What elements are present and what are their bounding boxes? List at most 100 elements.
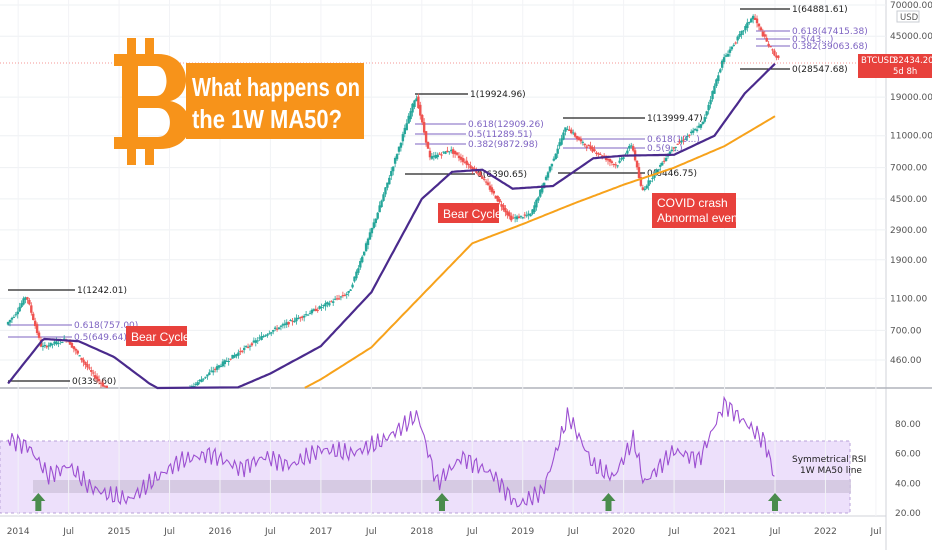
candle-body[interactable] (366, 238, 370, 245)
candle-body[interactable] (488, 185, 492, 190)
candle-body[interactable] (585, 146, 588, 148)
candle-body[interactable] (496, 195, 499, 202)
candle-body[interactable] (682, 139, 685, 141)
candle-body[interactable] (649, 180, 652, 182)
candle-body[interactable] (556, 148, 559, 154)
candle-body[interactable] (676, 143, 679, 145)
candle-body[interactable] (767, 43, 770, 47)
candle-body[interactable] (212, 370, 215, 373)
currency-label-box[interactable] (896, 10, 920, 23)
candle-body[interactable] (314, 308, 317, 312)
candle-body[interactable] (376, 212, 379, 219)
candle-body[interactable] (24, 297, 27, 300)
candle-body[interactable] (674, 146, 677, 148)
candle-body[interactable] (289, 320, 292, 322)
candle-body[interactable] (428, 150, 432, 158)
candle-body[interactable] (544, 176, 548, 180)
candle-body[interactable] (200, 379, 203, 383)
candle-body[interactable] (771, 49, 774, 51)
candle-body[interactable] (256, 340, 259, 342)
candle-body[interactable] (68, 339, 72, 345)
candle-body[interactable] (670, 149, 674, 152)
candle-body[interactable] (719, 69, 722, 73)
candle-body[interactable] (728, 49, 732, 53)
candle-body[interactable] (597, 153, 600, 155)
candle-body[interactable] (320, 306, 323, 308)
candle-body[interactable] (84, 361, 87, 365)
candle-body[interactable] (378, 205, 381, 213)
candle-body[interactable] (252, 340, 256, 343)
candle-body[interactable] (583, 143, 586, 146)
candle-body[interactable] (734, 42, 737, 44)
candle-body[interactable] (680, 140, 683, 143)
candle-body[interactable] (390, 171, 393, 177)
candle-body[interactable] (403, 127, 407, 135)
candle-body[interactable] (701, 121, 705, 125)
candle-body[interactable] (703, 117, 706, 122)
candle-body[interactable] (577, 137, 581, 141)
candle-body[interactable] (235, 354, 238, 357)
candle-body[interactable] (421, 114, 424, 123)
candle-body[interactable] (306, 314, 310, 316)
candle-body[interactable] (86, 364, 89, 368)
candle-body[interactable] (506, 211, 509, 216)
candle-body[interactable] (301, 316, 304, 318)
candle-body[interactable] (720, 60, 724, 68)
candle-body[interactable] (688, 134, 691, 136)
candle-body[interactable] (272, 330, 275, 332)
candle-body[interactable] (78, 355, 81, 357)
candle-body[interactable] (47, 345, 50, 347)
candle-body[interactable] (678, 142, 681, 144)
candle-body[interactable] (333, 298, 337, 300)
candle-body[interactable] (330, 301, 333, 303)
candle-body[interactable] (241, 350, 244, 352)
candle-body[interactable] (30, 305, 33, 313)
candle-body[interactable] (279, 325, 283, 327)
candle-body[interactable] (361, 256, 364, 263)
candle-body[interactable] (419, 104, 422, 116)
candle-body[interactable] (258, 337, 261, 339)
candle-body[interactable] (268, 333, 271, 335)
candle-body[interactable] (26, 297, 29, 300)
candle-body[interactable] (442, 151, 445, 153)
candle-body[interactable] (409, 111, 412, 120)
candle-body[interactable] (345, 293, 348, 295)
candle-body[interactable] (535, 199, 538, 208)
candle-body[interactable] (500, 204, 503, 207)
candle-body[interactable] (481, 176, 484, 179)
candle-body[interactable] (72, 346, 76, 350)
candle-body[interactable] (765, 37, 768, 42)
candle-body[interactable] (210, 370, 213, 372)
candle-body[interactable] (299, 317, 302, 319)
candle-body[interactable] (405, 123, 408, 131)
candle-body[interactable] (484, 181, 488, 183)
candle-body[interactable] (724, 55, 728, 57)
candle-body[interactable] (254, 340, 257, 343)
candle-body[interactable] (542, 182, 546, 189)
candle-body[interactable] (630, 145, 633, 147)
candle-body[interactable] (368, 232, 372, 240)
candle-body[interactable] (684, 138, 687, 140)
candle-body[interactable] (558, 142, 561, 147)
candle-body[interactable] (422, 122, 426, 133)
candle-body[interactable] (262, 335, 265, 338)
candle-body[interactable] (221, 361, 225, 367)
candle-body[interactable] (386, 182, 389, 188)
candle-body[interactable] (755, 18, 759, 24)
candle-body[interactable] (291, 320, 294, 322)
candle-body[interactable] (351, 284, 354, 288)
candle-body[interactable] (568, 129, 571, 131)
candle-body[interactable] (570, 129, 573, 134)
candle-body[interactable] (99, 382, 103, 384)
candle-body[interactable] (744, 26, 747, 31)
candle-body[interactable] (465, 160, 468, 165)
candle-body[interactable] (353, 276, 356, 282)
candle-body[interactable] (18, 306, 21, 312)
candle-body[interactable] (513, 217, 517, 219)
candle-body[interactable] (22, 298, 25, 305)
candle-body[interactable] (49, 342, 52, 346)
candle-body[interactable] (626, 150, 629, 154)
candle-body[interactable] (459, 156, 463, 160)
candle-body[interactable] (277, 327, 281, 330)
